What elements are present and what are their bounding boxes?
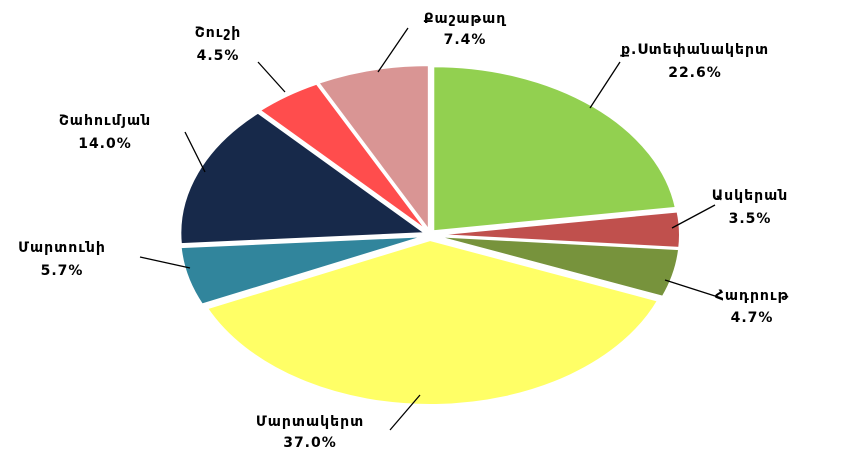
leader-line bbox=[389, 394, 421, 431]
slice-label: Քաշաթաղ bbox=[424, 11, 507, 27]
leader-line bbox=[671, 204, 716, 229]
slice-value-label: 37.0% bbox=[283, 435, 337, 450]
leader-line bbox=[377, 27, 409, 73]
slice-label: Հադրութ bbox=[715, 288, 789, 304]
slice-value-label: 3.5% bbox=[729, 211, 772, 227]
pie-slice bbox=[179, 235, 426, 306]
pie-slice bbox=[205, 238, 660, 406]
slice-value-label: 4.7% bbox=[731, 310, 774, 326]
leader-line bbox=[589, 61, 621, 109]
leader-line bbox=[664, 279, 716, 297]
slice-label: ք.Ստեփանակերտ bbox=[620, 42, 769, 58]
pie-slice bbox=[434, 210, 681, 249]
pie-slice bbox=[434, 235, 681, 298]
slice-label: Շուշի bbox=[195, 25, 241, 41]
leader-line bbox=[184, 131, 206, 173]
slice-value-label: 7.4% bbox=[444, 32, 487, 48]
slice-value-label: 22.6% bbox=[668, 65, 722, 81]
slice-value-label: 4.5% bbox=[197, 48, 240, 64]
slice-label: Ասկերան bbox=[712, 188, 789, 204]
slice-value-label: 14.0% bbox=[78, 136, 132, 152]
slice-label: Մարտակերտ bbox=[256, 414, 364, 430]
pie-slice bbox=[316, 64, 430, 234]
slice-label: Մարտունի bbox=[18, 240, 106, 256]
leader-line bbox=[257, 61, 286, 93]
leader-line bbox=[139, 256, 191, 269]
slice-label: Շահումյան bbox=[59, 113, 151, 129]
pie-slice bbox=[179, 111, 429, 246]
slice-value-label: 5.7% bbox=[41, 263, 84, 279]
pie-slice bbox=[257, 82, 428, 232]
pie-slice bbox=[432, 65, 678, 233]
